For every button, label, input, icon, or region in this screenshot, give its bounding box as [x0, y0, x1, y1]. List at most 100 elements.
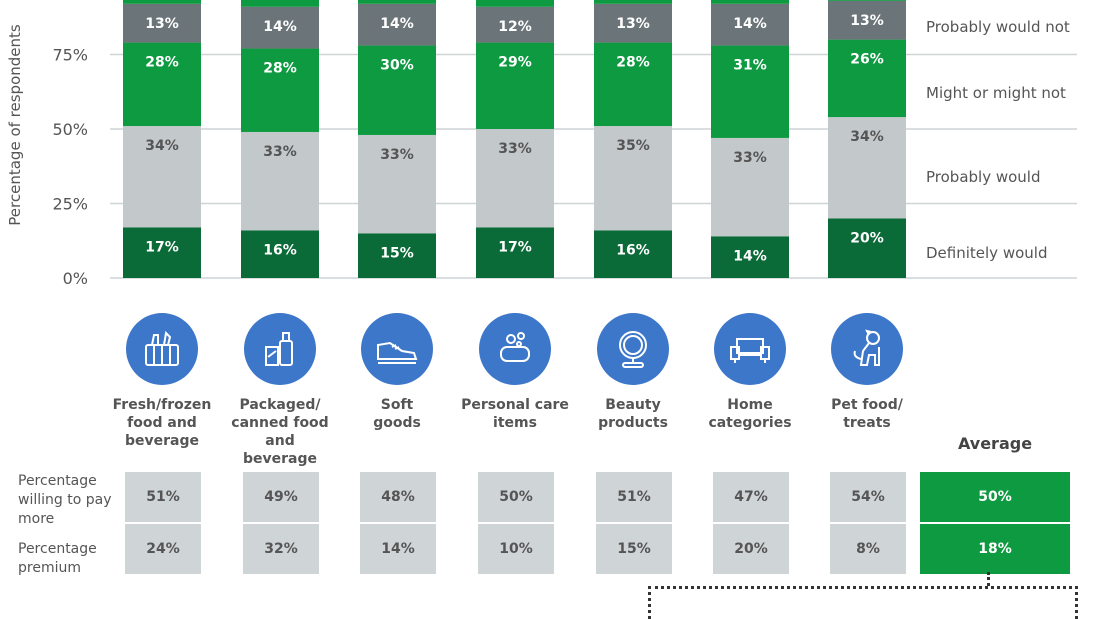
data-label: 34% [850, 129, 884, 145]
table-cell: 51% [596, 472, 672, 522]
data-label: 29% [498, 55, 532, 71]
data-label: 12% [498, 19, 532, 35]
bar-segment [828, 218, 906, 278]
row-label-premium: Percentage premium [18, 541, 97, 576]
category-label: Soft goods [373, 397, 421, 431]
data-label: 30% [380, 58, 414, 74]
table-cell: 24% [125, 524, 201, 574]
bar-segment [828, 117, 906, 219]
y-tick-label: 50% [52, 120, 88, 139]
bar-segment [241, 230, 319, 278]
category-label: Fresh/frozen food and beverage [112, 397, 212, 449]
data-label: 26% [850, 52, 884, 68]
data-label: 33% [733, 150, 767, 166]
stacked-bar-chart: 0% 25% 50% 75% Percentage of respondents 17% 3… [6, 0, 1077, 288]
data-label: 28% [145, 55, 179, 71]
data-label: 17% [145, 239, 179, 255]
bar-segment [123, 227, 201, 278]
category-label: Home categories [708, 397, 792, 431]
table-cell: 10% [478, 524, 554, 574]
average-willing-cell: 50% [920, 472, 1070, 522]
category-label: Personal care items [461, 397, 569, 431]
data-label: 16% [263, 242, 297, 258]
bar-segment [358, 233, 436, 278]
bar-segment [123, 42, 201, 127]
table-cell: 51% [125, 472, 201, 522]
table-cell: 48% [360, 472, 436, 522]
average-premium-cell: 18% [920, 524, 1070, 574]
row-label-willing: Percentage willing to pay more [18, 473, 112, 527]
data-label: 13% [850, 13, 884, 29]
data-label: 13% [616, 16, 650, 32]
dog-icon [831, 313, 903, 385]
legend-entry: Might or might not [926, 84, 1066, 102]
bar-segment [828, 39, 906, 118]
category-label: Pet food/ treats [831, 397, 903, 431]
bar-segment [476, 6, 554, 43]
data-label: 33% [380, 147, 414, 163]
bar-segment [594, 126, 672, 231]
category-label: Beauty products [598, 397, 668, 431]
data-label: 13% [145, 16, 179, 32]
bar-segment-top [711, 0, 789, 4]
bar-segment [476, 42, 554, 129]
callout-box [648, 586, 1078, 619]
data-label: 34% [145, 138, 179, 154]
bar-segment [828, 0, 906, 40]
table-cell: 20% [713, 524, 789, 574]
bar-segment [711, 45, 789, 138]
data-label: 16% [616, 242, 650, 258]
bottles-icon [244, 313, 316, 385]
table-cell: 49% [243, 472, 319, 522]
mirror-icon [597, 313, 669, 385]
table-cell: 32% [243, 524, 319, 574]
data-label: 17% [498, 239, 532, 255]
table-cell: 8% [830, 524, 906, 574]
bar-segment [123, 126, 201, 228]
data-label: 35% [616, 138, 650, 154]
soap-icon [479, 313, 551, 385]
average-title: Average [957, 434, 1033, 453]
table-cell: 14% [360, 524, 436, 574]
sofa-icon [714, 313, 786, 385]
y-tick-label: 0% [63, 269, 88, 288]
table-cell: 15% [596, 524, 672, 574]
shoe-icon [361, 313, 433, 385]
y-tick-label: 25% [52, 195, 88, 214]
bar-segment [123, 3, 201, 43]
data-label: 33% [263, 144, 297, 160]
bar-segment [241, 131, 319, 231]
grocery-basket-icon [126, 313, 198, 385]
bar-segment [594, 3, 672, 43]
bar-segment-top [594, 0, 672, 4]
data-label: 28% [263, 61, 297, 77]
y-axis-label: Percentage of respondents [6, 24, 24, 226]
data-label: 14% [733, 248, 767, 264]
table-cell: 50% [478, 472, 554, 522]
bar-segment [476, 129, 554, 228]
bar-segment [594, 230, 672, 278]
bar-segment [711, 137, 789, 237]
callout-connector [987, 572, 992, 586]
data-label: 14% [733, 16, 767, 32]
data-label: 28% [616, 55, 650, 71]
bar-segment-top [828, 0, 906, 1]
legend-entry: Probably would not [926, 18, 1070, 36]
bar-segment [358, 3, 436, 46]
legend-entry: Definitely would [926, 244, 1047, 262]
bar-segment [711, 236, 789, 278]
data-label: 15% [380, 245, 414, 261]
bar-segment [241, 48, 319, 132]
bar-segment [358, 45, 436, 135]
y-tick-label: 75% [52, 46, 88, 65]
table-cell: 54% [830, 472, 906, 522]
bar-segment-top [476, 0, 554, 7]
data-label: 14% [380, 16, 414, 32]
bar-segment-top [241, 0, 319, 7]
bar-segment-top [123, 0, 201, 4]
data-label: 31% [733, 58, 767, 74]
category-label: Packaged/ canned food and beverage [231, 397, 329, 467]
bar-segment [594, 42, 672, 127]
bar-segment [711, 3, 789, 46]
legend-entry: Probably would [926, 168, 1041, 186]
